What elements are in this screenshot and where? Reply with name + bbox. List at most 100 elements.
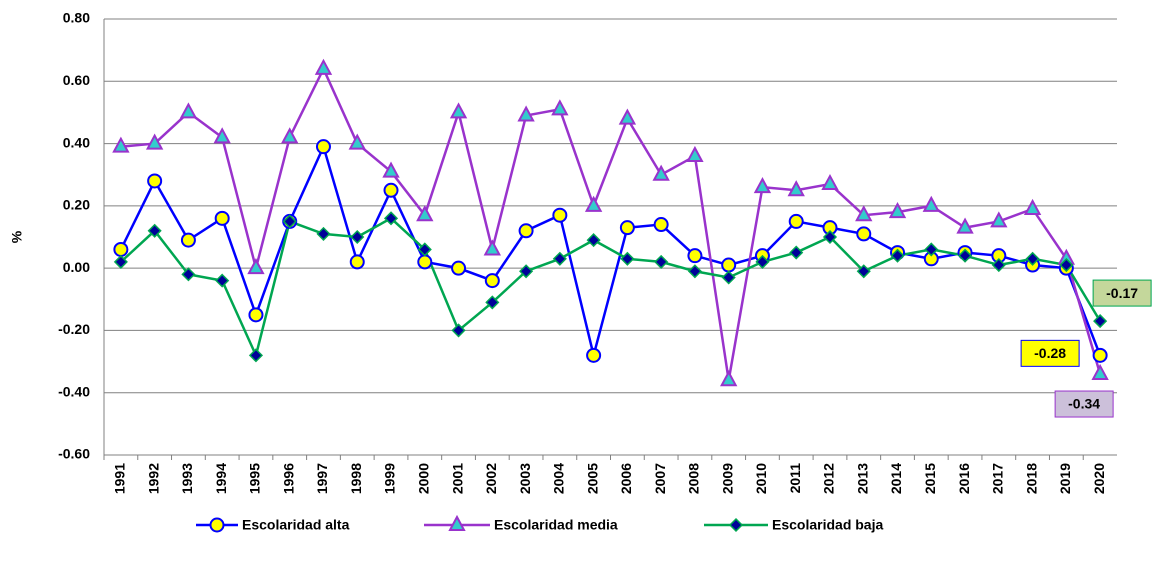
marker [113,241,129,257]
value-label: -0.34 [1068,396,1100,412]
marker [821,173,839,191]
x-tick-label: 2013 [854,463,870,494]
marker [484,273,500,289]
x-tick-label: 2014 [888,463,904,494]
marker [383,182,399,198]
x-tick-label: 2016 [956,463,972,494]
x-tick-label: 2002 [483,463,499,494]
marker [382,161,400,178]
marker [181,267,196,282]
y-tick-label: 0.60 [63,72,90,88]
marker [451,260,467,276]
marker [214,210,230,226]
value-label: -0.17 [1106,285,1138,301]
marker [451,323,466,338]
marker [552,207,568,223]
marker [180,232,196,248]
marker [485,295,500,310]
marker [417,242,432,257]
marker [788,213,804,229]
marker [755,254,770,269]
marker [990,211,1008,228]
marker [145,133,164,150]
y-tick-label: -0.40 [58,383,90,399]
marker [213,127,231,144]
legend-label: Escolaridad alta [242,517,350,533]
marker [856,264,871,279]
marker [728,517,744,533]
x-tick-label: 2019 [1057,463,1073,494]
marker [653,217,669,233]
marker [957,248,973,263]
value-label-box [1020,339,1080,367]
marker [1091,363,1109,381]
marker [383,211,399,226]
x-tick-label: 1992 [145,463,161,494]
marker [620,251,635,266]
x-tick-label: 2005 [584,463,600,494]
marker [417,254,433,270]
y-tick-label: -0.20 [58,321,90,337]
y-tick-label: -0.60 [58,446,90,462]
y-tick-label: 0.80 [63,10,90,26]
marker [890,248,905,263]
marker [991,257,1006,273]
x-tick-label: 1996 [280,463,296,494]
marker [618,108,637,125]
marker [1093,314,1108,329]
marker [1059,257,1074,273]
marker [855,205,873,222]
marker [281,127,299,144]
marker [1023,198,1042,215]
y-tick-label: 0.00 [63,259,90,275]
x-tick-label: 2009 [719,463,735,494]
value-label: -0.28 [1034,345,1066,361]
marker [586,347,602,363]
marker [584,195,603,212]
marker [179,102,198,119]
marker [517,105,535,122]
x-tick-label: 2008 [686,463,702,494]
marker [209,517,225,533]
marker [924,242,939,257]
marker [789,245,804,260]
x-tick-label: 2017 [990,463,1006,494]
marker [1025,251,1040,266]
marker [348,133,366,150]
marker [856,226,872,242]
marker [586,233,601,248]
value-label-box [1054,390,1114,418]
x-tick-label: 1991 [112,463,128,494]
marker [721,257,737,273]
marker [315,139,331,155]
marker [686,145,704,163]
marker [619,220,635,236]
x-tick-label: 2006 [618,463,634,494]
marker [215,273,230,288]
marker [349,254,365,270]
marker [822,229,838,245]
marker [721,270,736,285]
marker [652,164,670,181]
y-tick-label: 0.20 [63,197,90,213]
marker [720,370,738,387]
marker [282,214,297,229]
x-tick-label: 2010 [753,463,769,494]
marker [112,136,130,153]
marker [248,307,264,323]
marker [248,348,264,363]
marker [449,102,468,119]
x-tick-label: 1998 [348,463,364,494]
x-tick-label: 2015 [922,463,938,494]
legend-label: Escolaridad media [494,517,618,533]
x-tick-label: 2011 [787,463,803,494]
x-tick-label: 1999 [382,463,398,494]
marker [654,254,669,269]
marker [350,229,365,245]
marker [316,226,331,241]
x-tick-label: 2020 [1091,463,1107,494]
marker [787,180,805,197]
marker [552,251,567,266]
x-tick-label: 2000 [415,463,431,494]
